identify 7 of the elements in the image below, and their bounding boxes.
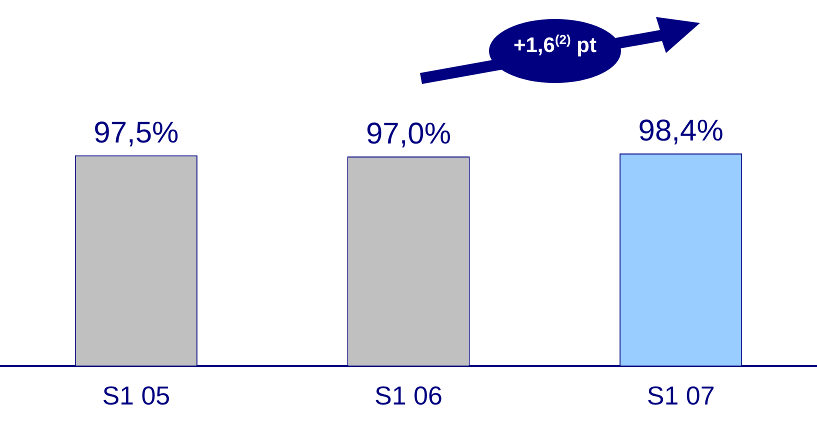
data-label: 97,0% bbox=[366, 118, 452, 151]
x-tick-label: S1 07 bbox=[646, 380, 715, 411]
x-tick-label: S1 06 bbox=[374, 380, 442, 411]
text: +1,6$^{(2)}$ pt bbox=[512, 32, 598, 58]
data-label: 97,5% bbox=[94, 116, 179, 150]
data-label: 98,4% bbox=[638, 114, 724, 148]
x-tick-label: S1 05 bbox=[102, 380, 170, 411]
